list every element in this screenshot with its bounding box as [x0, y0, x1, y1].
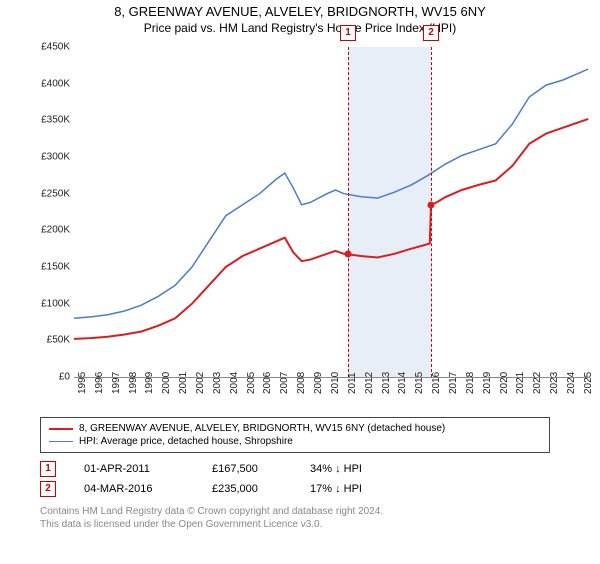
- legend-swatch: [49, 428, 73, 430]
- sale-marker-label: 2: [423, 25, 439, 41]
- y-tick-label: £50K: [32, 335, 70, 346]
- x-tick-label: 2013: [381, 364, 392, 394]
- x-tick-label: 2019: [482, 364, 493, 394]
- event-price: £235,000: [212, 483, 282, 495]
- x-tick-label: 2002: [195, 364, 206, 394]
- x-tick-label: 2016: [431, 364, 442, 394]
- legend-label: HPI: Average price, detached house, Shro…: [79, 436, 293, 447]
- x-tick-label: 2009: [313, 364, 324, 394]
- chart-svg: [74, 47, 590, 377]
- x-tick-label: 2014: [397, 364, 408, 394]
- x-tick-label: 2012: [364, 364, 375, 394]
- series-price_paid: [74, 119, 588, 339]
- event-row: 1 01-APR-2011 £167,500 34% ↓ HPI: [40, 459, 550, 479]
- footer-attribution: Contains HM Land Registry data © Crown c…: [40, 505, 600, 531]
- y-tick-label: £400K: [32, 78, 70, 89]
- x-tick-label: 2021: [515, 364, 526, 394]
- x-tick-label: 2010: [330, 364, 341, 394]
- x-tick-label: 2011: [347, 364, 358, 394]
- event-hpi-delta: 34% ↓ HPI: [310, 463, 410, 475]
- x-tick-label: 2015: [414, 364, 425, 394]
- legend-swatch: [49, 441, 73, 442]
- legend: 8, GREENWAY AVENUE, ALVELEY, BRIDGNORTH,…: [40, 417, 550, 453]
- footer-line-1: Contains HM Land Registry data © Crown c…: [40, 505, 600, 518]
- x-tick-label: 2006: [262, 364, 273, 394]
- x-tick-label: 2004: [229, 364, 240, 394]
- x-tick-label: 2017: [448, 364, 459, 394]
- x-tick-label: 1998: [128, 364, 139, 394]
- legend-item: HPI: Average price, detached house, Shro…: [49, 435, 541, 448]
- x-tick-label: 2008: [296, 364, 307, 394]
- events-table: 1 01-APR-2011 £167,500 34% ↓ HPI 2 04-MAR-201…: [40, 459, 550, 499]
- x-tick-label: 2025: [583, 364, 594, 394]
- legend-label: 8, GREENWAY AVENUE, ALVELEY, BRIDGNORTH,…: [79, 423, 445, 434]
- x-tick-label: 1995: [77, 364, 88, 394]
- event-marker-box: 1: [40, 461, 56, 477]
- y-tick-label: £250K: [32, 188, 70, 199]
- x-tick-label: 2001: [178, 364, 189, 394]
- sale-marker-label: 1: [340, 25, 356, 41]
- x-tick-label: 1997: [111, 364, 122, 394]
- x-tick-label: 2007: [279, 364, 290, 394]
- y-tick-label: £200K: [32, 225, 70, 236]
- sale-dot: [427, 201, 434, 208]
- y-tick-label: £150K: [32, 262, 70, 273]
- y-tick-label: £450K: [32, 42, 70, 53]
- y-tick-label: £100K: [32, 298, 70, 309]
- sale-dot: [345, 251, 352, 258]
- event-marker-box: 2: [40, 481, 56, 497]
- event-price: £167,500: [212, 463, 282, 475]
- plot-region: 12£0£50K£100K£150K£200K£250K£300K£350K£4…: [74, 47, 590, 378]
- y-tick-label: £300K: [32, 152, 70, 163]
- x-tick-label: 2000: [161, 364, 172, 394]
- chart-area: 12£0£50K£100K£150K£200K£250K£300K£350K£4…: [36, 41, 596, 411]
- sale-marker-line: [431, 47, 432, 377]
- y-tick-label: £0: [32, 372, 70, 383]
- x-tick-label: 2005: [246, 364, 257, 394]
- x-tick-label: 1996: [94, 364, 105, 394]
- series-hpi: [74, 69, 588, 318]
- event-date: 01-APR-2011: [84, 463, 184, 475]
- x-tick-label: 2020: [499, 364, 510, 394]
- sale-marker-line: [348, 47, 349, 377]
- x-tick-label: 2023: [549, 364, 560, 394]
- x-tick-label: 2022: [532, 364, 543, 394]
- x-tick-label: 2003: [212, 364, 223, 394]
- x-tick-label: 1999: [144, 364, 155, 394]
- footer-line-2: This data is licensed under the Open Gov…: [40, 518, 600, 531]
- x-tick-label: 2024: [566, 364, 577, 394]
- event-date: 04-MAR-2016: [84, 483, 184, 495]
- event-hpi-delta: 17% ↓ HPI: [310, 483, 410, 495]
- chart-subtitle: Price paid vs. HM Land Registry's House …: [0, 21, 600, 35]
- chart-title: 8, GREENWAY AVENUE, ALVELEY, BRIDGNORTH,…: [0, 4, 600, 19]
- x-tick-label: 2018: [465, 364, 476, 394]
- legend-item: 8, GREENWAY AVENUE, ALVELEY, BRIDGNORTH,…: [49, 422, 541, 435]
- y-tick-label: £350K: [32, 115, 70, 126]
- event-row: 2 04-MAR-2016 £235,000 17% ↓ HPI: [40, 479, 550, 499]
